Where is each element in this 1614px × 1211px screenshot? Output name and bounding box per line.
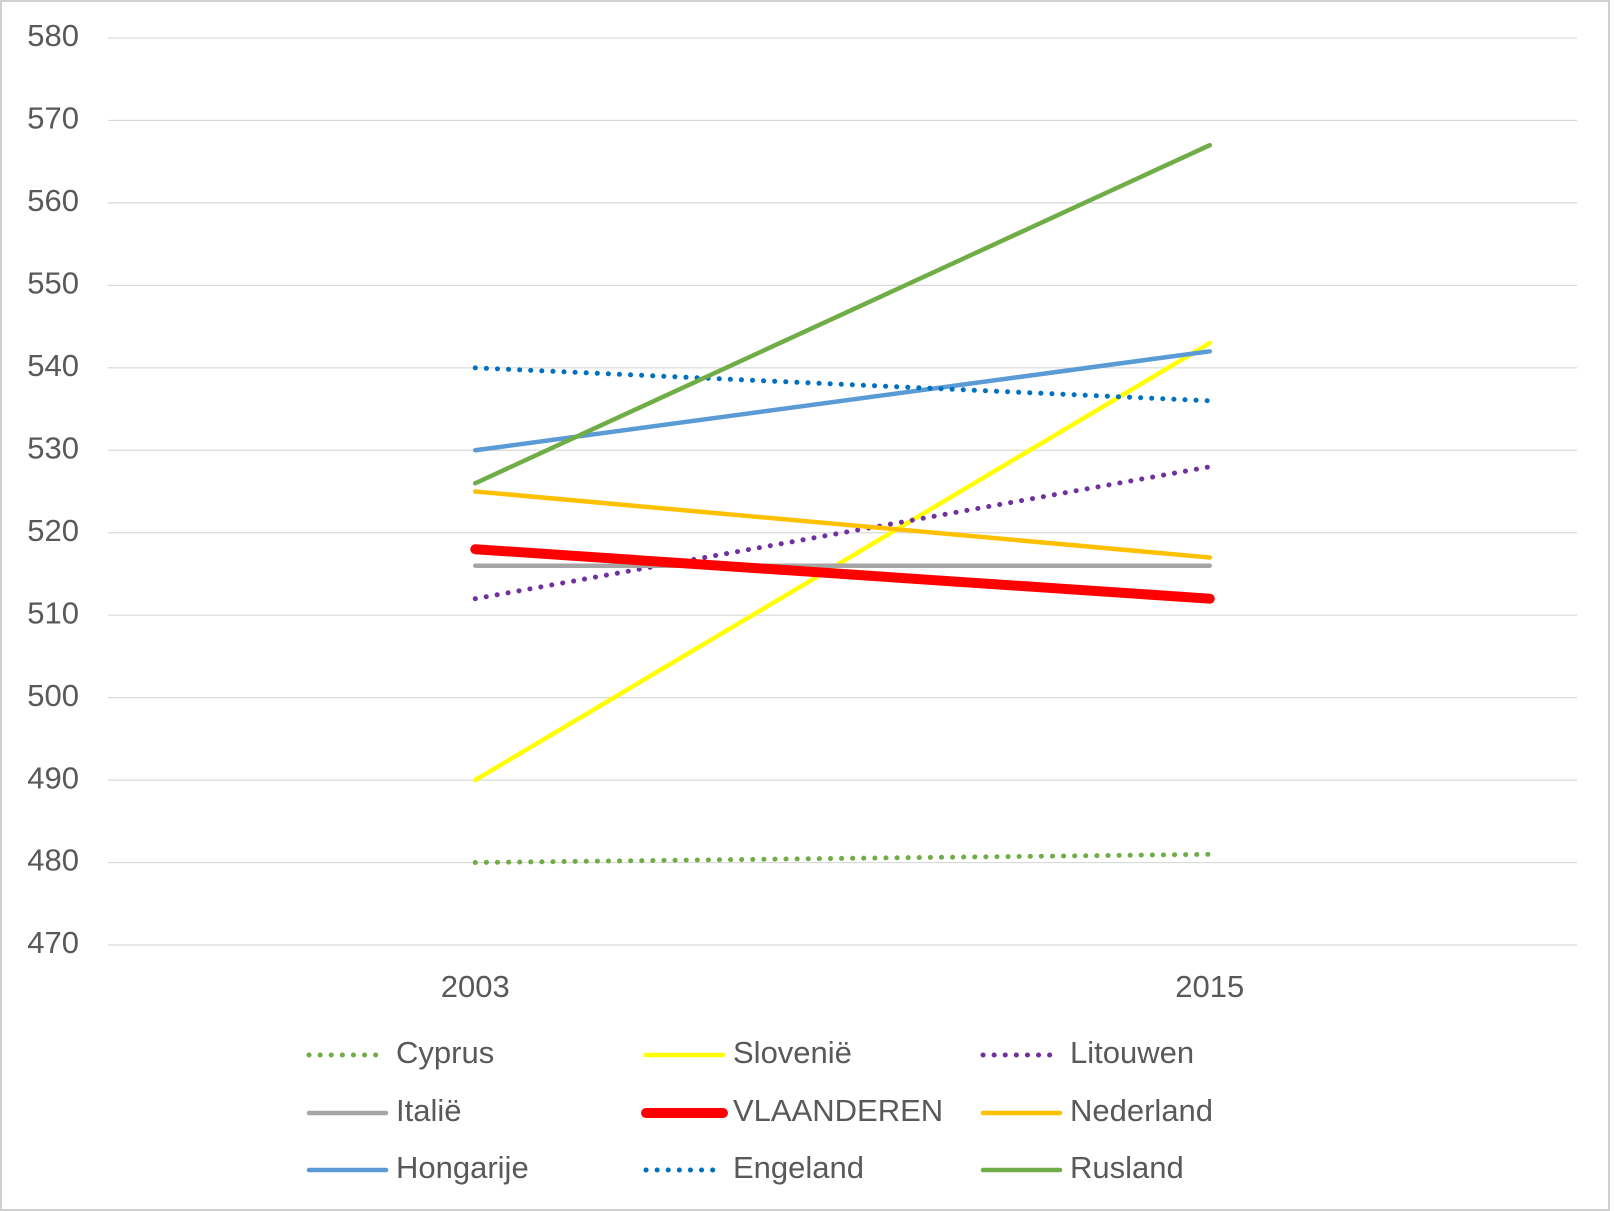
series-line bbox=[473, 142, 1212, 486]
y-tick-label: 510 bbox=[27, 595, 79, 630]
legend-label: Rusland bbox=[1070, 1150, 1184, 1185]
series-line bbox=[473, 349, 1212, 453]
series-line bbox=[472, 851, 1213, 866]
y-tick-label: 560 bbox=[27, 183, 79, 218]
legend-label: VLAANDEREN bbox=[733, 1093, 943, 1128]
legend-label: Italië bbox=[396, 1093, 461, 1128]
y-tick-label: 520 bbox=[27, 513, 79, 548]
y-tick-label: 470 bbox=[27, 925, 79, 960]
series-line bbox=[470, 544, 1215, 604]
x-tick-label: 2003 bbox=[441, 969, 510, 1004]
y-tick-label: 480 bbox=[27, 843, 79, 878]
series-line bbox=[472, 365, 1213, 404]
x-tick-label: 2015 bbox=[1175, 969, 1244, 1004]
series-line bbox=[473, 340, 1212, 783]
legend-label: Hongarije bbox=[396, 1150, 529, 1185]
y-tick-label: 540 bbox=[27, 348, 79, 383]
legend-label: Litouwen bbox=[1070, 1035, 1194, 1070]
y-tick-label: 490 bbox=[27, 760, 79, 795]
legend-label: Cyprus bbox=[396, 1035, 494, 1070]
legend-label: Engeland bbox=[733, 1150, 864, 1185]
y-tick-label: 580 bbox=[27, 18, 79, 53]
y-tick-label: 500 bbox=[27, 678, 79, 713]
y-tick-label: 550 bbox=[27, 266, 79, 301]
legend-label: Nederland bbox=[1070, 1093, 1213, 1128]
y-tick-label: 570 bbox=[27, 101, 79, 136]
series-line bbox=[472, 464, 1213, 602]
legend-label: Slovenië bbox=[733, 1035, 852, 1070]
series-line bbox=[473, 489, 1212, 560]
y-tick-label: 530 bbox=[27, 430, 79, 465]
